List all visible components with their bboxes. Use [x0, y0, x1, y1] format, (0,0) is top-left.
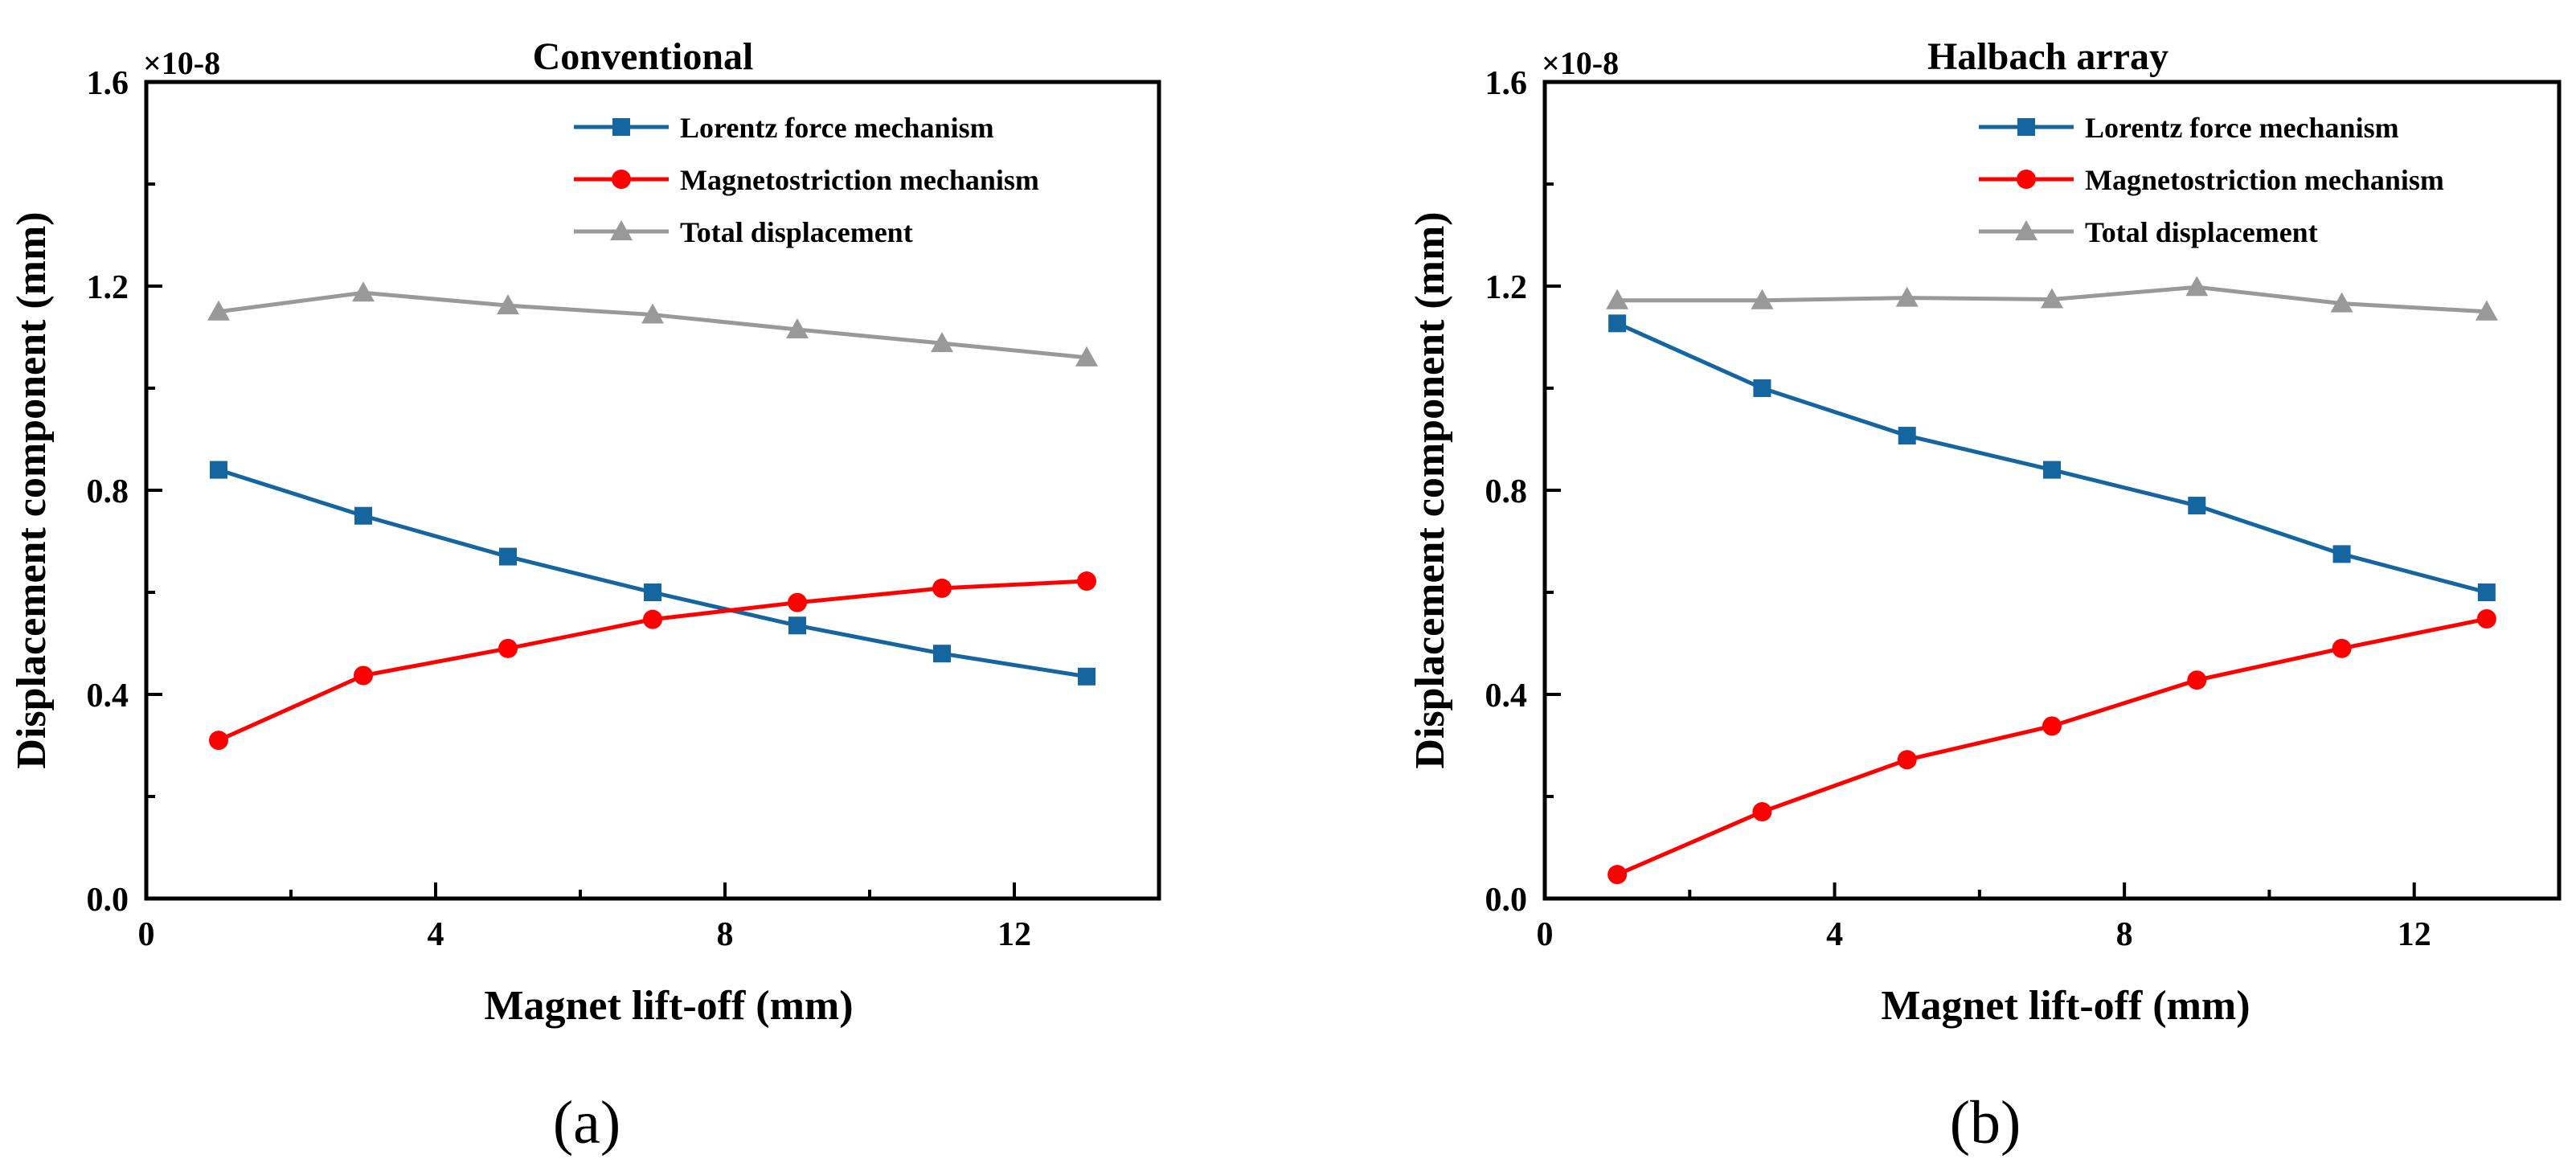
data-point-magnetostriction	[2332, 638, 2352, 658]
data-point-lorentz	[354, 506, 372, 525]
data-point-magnetostriction	[2476, 609, 2496, 629]
data-point-magnetostriction	[1607, 865, 1628, 885]
data-point-magnetostriction	[1077, 571, 1096, 592]
data-point-magnetostriction	[1897, 750, 1917, 770]
data-point-magnetostriction	[2042, 716, 2062, 736]
legend-label-lorentz: Lorentz force mechanism	[2085, 112, 2399, 144]
x-tick-label: 8	[717, 916, 734, 953]
data-point-total	[2330, 292, 2353, 313]
legend: Lorentz force mechanism Magnetostriction …	[574, 112, 1039, 248]
legend-label-magnetostriction: Magnetostriction mechanism	[680, 164, 1039, 196]
series-lorentz	[210, 461, 1096, 686]
data-point-magnetostriction	[209, 731, 228, 751]
y-multiplier-label: ×10-8	[143, 45, 220, 81]
legend-marker-lorentz	[612, 118, 630, 136]
data-point-total	[207, 300, 230, 321]
legend: Lorentz force mechanism Magnetostriction …	[1979, 112, 2444, 248]
data-point-magnetostriction	[788, 592, 807, 612]
data-point-total	[497, 294, 519, 315]
data-point-lorentz	[2477, 583, 2496, 601]
legend-label-magnetostriction: Magnetostriction mechanism	[2085, 164, 2444, 196]
data-point-lorentz	[1753, 379, 1771, 397]
data-point-lorentz	[499, 547, 517, 566]
panel-label: (b)	[1950, 1089, 2021, 1157]
y-tick-label: 1.2	[1485, 269, 1528, 306]
y-tick-label: 0.0	[87, 882, 129, 919]
y-tick-label: 0.4	[1485, 678, 1528, 714]
chart-panel-b: 0.0 0.4 0.8 1.2 1.6 0 4 8 12 ×10-8 Halbach array Ma…	[1407, 35, 2562, 1157]
data-point-total	[1751, 289, 1774, 309]
data-point-total	[931, 332, 953, 353]
x-tick-label: 0	[138, 916, 155, 953]
series-total	[207, 281, 1098, 366]
legend-marker-magnetostriction	[2017, 170, 2036, 189]
panel-label: (a)	[553, 1089, 620, 1157]
x-axis-label: Magnet lift-off (mm)	[484, 983, 853, 1029]
data-point-lorentz	[2043, 461, 2061, 479]
data-point-lorentz	[1608, 314, 1627, 333]
data-point-magnetostriction	[354, 665, 373, 686]
data-point-lorentz	[644, 583, 661, 601]
x-tick-label: 12	[2398, 916, 2431, 953]
series-lorentz	[1608, 314, 2496, 601]
y-tick-label: 0.8	[1485, 473, 1528, 510]
data-point-lorentz	[1078, 667, 1096, 686]
x-tick-label: 0	[1537, 916, 1554, 953]
legend-marker-total	[610, 220, 633, 240]
x-tick-label: 12	[997, 916, 1031, 953]
data-point-total	[352, 281, 375, 302]
y-tick-label: 0.0	[1485, 882, 1528, 919]
y-tick-label: 0.4	[87, 678, 129, 714]
data-point-lorentz	[788, 616, 806, 635]
y-tick-label: 1.6	[1485, 65, 1528, 102]
data-point-total	[1075, 346, 1098, 366]
series-magnetostriction	[1607, 609, 2496, 885]
data-point-magnetostriction	[498, 638, 518, 658]
y-axis-label: Displacement component (mm)	[9, 211, 55, 768]
series-magnetostriction	[209, 571, 1096, 751]
legend-marker-magnetostriction	[612, 170, 631, 189]
data-point-lorentz	[1898, 427, 1916, 445]
data-point-lorentz	[2332, 545, 2351, 563]
x-axis-label: Magnet lift-off (mm)	[1881, 983, 2250, 1029]
x-tick-label: 4	[428, 916, 444, 953]
x-tick-label: 4	[1826, 916, 1843, 953]
data-point-magnetostriction	[2187, 670, 2207, 690]
y-multiplier-label: ×10-8	[1542, 45, 1619, 81]
data-point-magnetostriction	[932, 578, 952, 598]
data-point-magnetostriction	[643, 609, 662, 629]
data-point-lorentz	[933, 645, 951, 663]
data-point-total	[2475, 300, 2498, 321]
data-point-lorentz	[2188, 497, 2206, 515]
x-tick-label: 8	[2116, 916, 2133, 953]
chart-title: Halbach array	[1927, 35, 2169, 78]
data-point-lorentz	[210, 461, 227, 479]
legend-label-total: Total displacement	[2085, 216, 2318, 248]
legend-marker-total	[2015, 220, 2037, 240]
chart-title: Conventional	[533, 35, 754, 78]
data-point-total	[786, 317, 809, 338]
y-tick-label: 1.6	[87, 65, 129, 102]
data-point-total	[2041, 288, 2063, 309]
y-axis-label: Displacement component (mm)	[1407, 211, 1453, 768]
legend-label-lorentz: Lorentz force mechanism	[680, 112, 994, 144]
series-total	[1606, 276, 2498, 321]
data-point-total	[641, 303, 664, 324]
y-tick-label: 1.2	[87, 269, 129, 306]
y-tick-label: 0.8	[87, 473, 129, 510]
data-point-total	[1606, 289, 1629, 309]
legend-label-total: Total displacement	[680, 216, 913, 248]
legend-marker-lorentz	[2017, 118, 2035, 136]
data-point-magnetostriction	[1752, 802, 1772, 822]
data-point-total	[2185, 276, 2209, 297]
data-point-total	[1895, 286, 1919, 307]
chart-panel-a: 0.0 0.4 0.8 1.2 1.6 0 4 8 12 ×10-8 Conventional Mag…	[9, 35, 1161, 1157]
